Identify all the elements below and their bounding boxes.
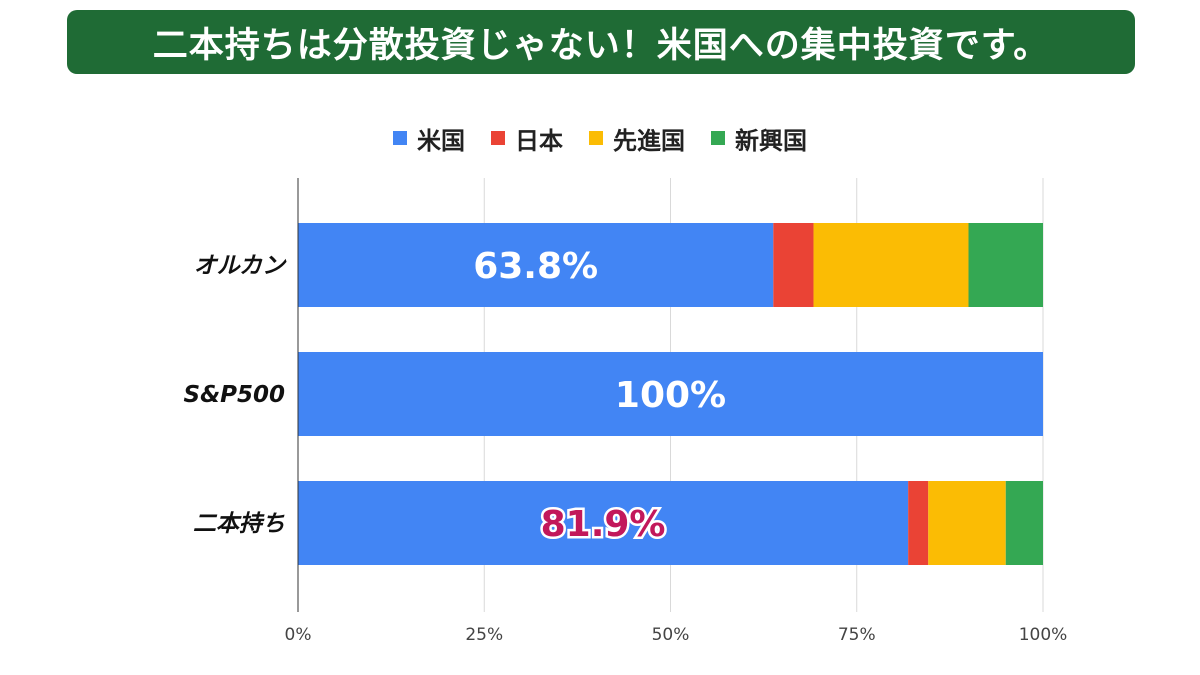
data-label: 100% <box>615 375 726 416</box>
bar-segment <box>1005 481 1043 565</box>
bar-segment <box>813 223 969 307</box>
x-tick-label: 50% <box>652 625 690 645</box>
bar-segment <box>908 481 929 565</box>
bar-segment <box>298 481 909 565</box>
x-tick-label: 75% <box>838 625 876 645</box>
legend-label-japan: 日本 <box>515 126 563 155</box>
chart-title: 二本持ちは分散投資じゃない！米国への集中投資です。 <box>152 25 1050 66</box>
legend-swatch-japan <box>491 131 505 145</box>
data-label: 63.8% <box>473 246 598 287</box>
legend-label-emerging: 新興国 <box>735 126 807 155</box>
legend-label-developed: 先進国 <box>613 126 685 155</box>
bar-segment <box>298 223 774 307</box>
legend-label-us: 米国 <box>417 126 465 155</box>
category-label: S&P500 <box>184 382 286 408</box>
title-banner: 二本持ちは分散投資じゃない！米国への集中投資です。 <box>67 10 1135 74</box>
x-tick-label: 100% <box>1019 625 1068 645</box>
legend-item-emerging: 新興国 <box>711 121 807 156</box>
category-label: オルカン <box>194 253 287 279</box>
bar-segment <box>928 481 1006 565</box>
legend-item-japan: 日本 <box>491 121 563 156</box>
bar-segment <box>298 352 1043 436</box>
legend-swatch-developed <box>589 131 603 145</box>
x-tick-label: 0% <box>285 625 312 645</box>
bar-segment <box>773 223 814 307</box>
x-tick-label: 25% <box>465 625 503 645</box>
data-label: 81.9% <box>541 504 666 545</box>
bar-segment <box>968 223 1043 307</box>
legend-swatch-emerging <box>711 131 725 145</box>
legend: 米国 日本 先進国 新興国 <box>0 118 1200 158</box>
legend-item-us: 米国 <box>393 121 465 156</box>
category-label: 二本持ち <box>193 511 285 537</box>
legend-item-developed: 先進国 <box>589 121 685 156</box>
legend-swatch-us <box>393 131 407 145</box>
